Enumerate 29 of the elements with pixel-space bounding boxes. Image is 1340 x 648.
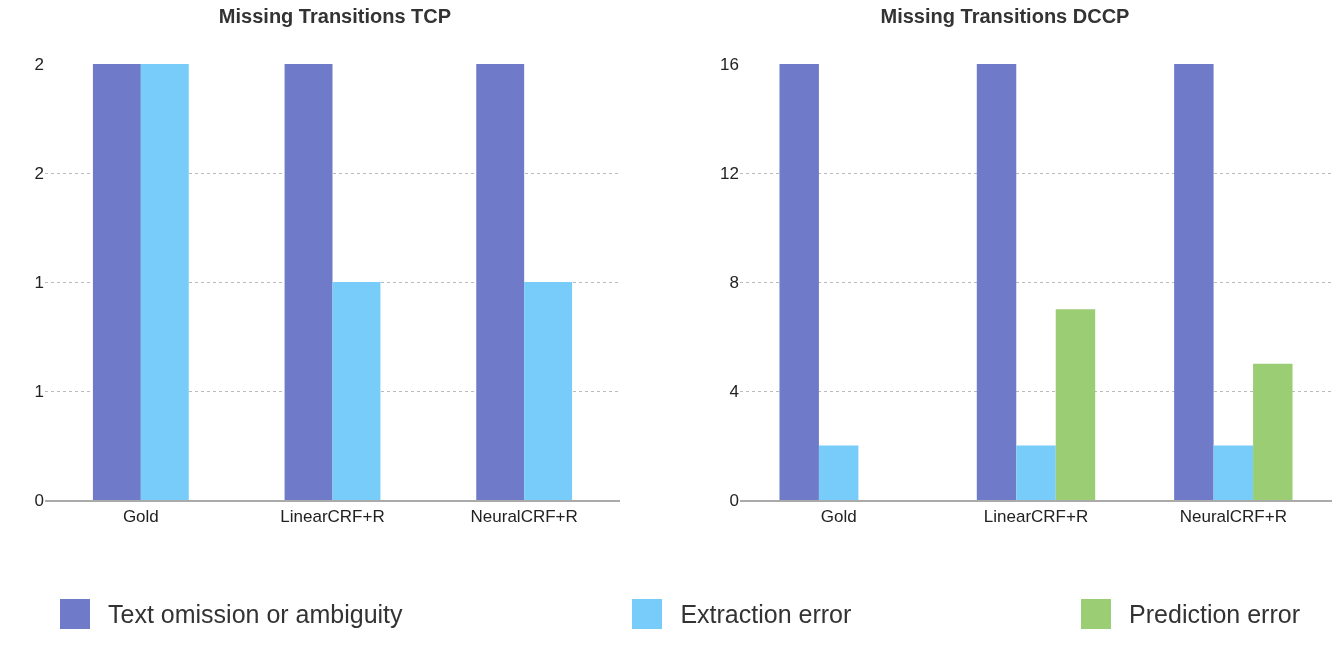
chart-title: Missing Transitions DCCP <box>880 4 1130 27</box>
y-tick-label: 1 <box>34 272 44 292</box>
bar <box>1253 363 1293 500</box>
y-tick-label: 2 <box>34 163 44 183</box>
bar <box>1016 445 1056 500</box>
bar <box>1213 445 1254 500</box>
bar <box>1055 309 1096 500</box>
x-tick-label: Gold <box>820 506 857 526</box>
x-tick-label: LinearCRF+R <box>983 506 1089 526</box>
bar <box>818 445 859 500</box>
y-tick-label: 1 <box>34 381 44 401</box>
y-tick-label: 12 <box>720 163 739 183</box>
y-tick-label: 0 <box>34 490 44 510</box>
y-tick-label: 0 <box>729 490 739 510</box>
y-tick-label: 16 <box>720 54 739 74</box>
x-tick-label: NeuralCRF+R <box>470 506 578 526</box>
x-tick-label: LinearCRF+R <box>280 506 385 526</box>
legend-label: Extraction error <box>680 599 852 629</box>
y-tick-label: 4 <box>729 381 739 401</box>
y-tick-label: 8 <box>729 272 739 292</box>
bar <box>779 64 819 500</box>
bar <box>1174 64 1214 500</box>
x-tick-label: Gold <box>122 506 159 526</box>
chart-title: Missing Transitions TCP <box>218 4 452 27</box>
y-tick-label: 2 <box>34 54 44 74</box>
bar <box>976 64 1017 500</box>
legend-label: Text omission or ambiguity <box>108 599 403 629</box>
x-tick-label: NeuralCRF+R <box>1179 506 1287 526</box>
legend-label: Prediction error <box>1129 599 1300 629</box>
